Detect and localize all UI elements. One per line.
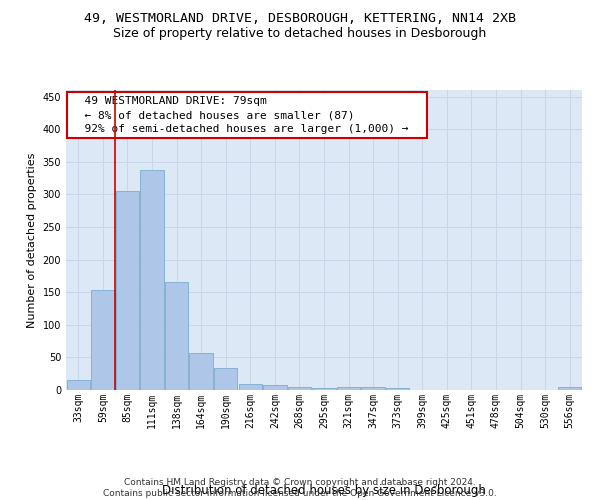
Bar (140, 170, 164, 390)
Bar (361, 388, 385, 390)
X-axis label: Distribution of detached houses by size in Desborough: Distribution of detached houses by size … (162, 484, 486, 496)
Text: Contains HM Land Registry data © Crown copyright and database right 2024.
Contai: Contains HM Land Registry data © Crown c… (103, 478, 497, 498)
Bar (263, 385, 287, 390)
Bar (239, 384, 262, 390)
Bar (313, 388, 335, 390)
Bar (288, 386, 311, 390)
Bar (386, 388, 409, 390)
Y-axis label: Number of detached properties: Number of detached properties (27, 152, 37, 328)
Bar (91, 290, 115, 390)
Bar (558, 388, 581, 390)
Bar (337, 388, 360, 390)
Bar (67, 380, 90, 390)
Bar (165, 282, 188, 390)
Bar (214, 368, 238, 390)
Text: 49, WESTMORLAND DRIVE, DESBOROUGH, KETTERING, NN14 2XB: 49, WESTMORLAND DRIVE, DESBOROUGH, KETTE… (84, 12, 516, 26)
Text: 49 WESTMORLAND DRIVE: 79sqm  
  ← 8% of detached houses are smaller (87)  
  92%: 49 WESTMORLAND DRIVE: 79sqm ← 8% of deta… (71, 96, 422, 134)
Bar (190, 353, 213, 390)
Bar (116, 191, 139, 390)
Text: Size of property relative to detached houses in Desborough: Size of property relative to detached ho… (113, 28, 487, 40)
